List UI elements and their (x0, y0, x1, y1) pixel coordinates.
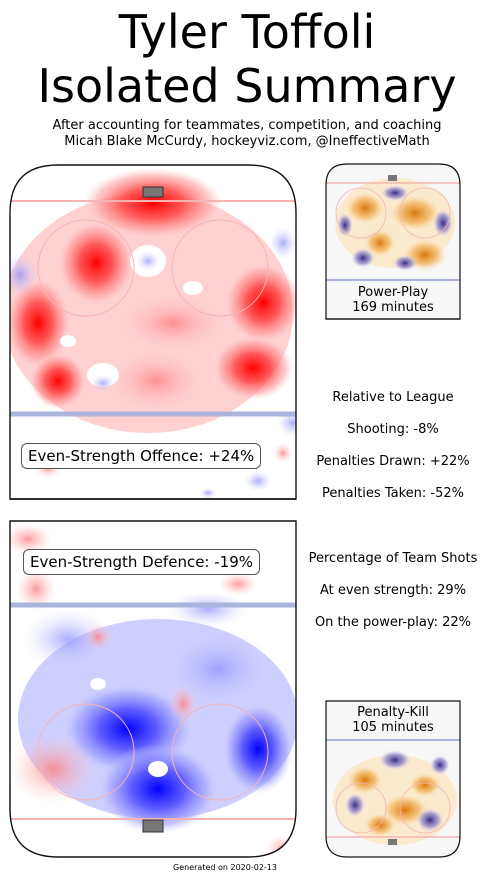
subtitle-line2: Micah Blake McCurdy, hockeyviz.com, @Ine… (64, 134, 430, 149)
penaltykill-label: Penalty-Kill (357, 705, 429, 720)
powerplay-label: Power-Play (357, 285, 429, 300)
offence-heatmap (9, 164, 297, 500)
offence-label: Even-Strength Offence: +24% (21, 443, 262, 469)
powerplay-heatmap (325, 163, 461, 320)
subtitle-line1: After accounting for teammates, competit… (52, 118, 442, 133)
penaltykill-heatmap (325, 700, 461, 858)
power-play-share: On the power-play: 22% (314, 615, 472, 630)
defence-label: Even-Strength Defence: -19% (23, 549, 261, 575)
penalties-taken-stat: Penalties Taken: -52% (322, 486, 464, 501)
page-title-line2: Isolated Summary (37, 59, 457, 113)
relative-heading: Relative to League (332, 390, 454, 405)
shooting-stat: Shooting: -8% (347, 422, 439, 437)
page-title-line1: Tyler Toffoli (118, 5, 376, 59)
powerplay-minutes: 169 minutes (352, 300, 434, 315)
even-strength-share: At even strength: 29% (319, 583, 467, 598)
penalties-drawn-stat: Penalties Drawn: +22% (316, 454, 470, 469)
penaltykill-minutes: 105 minutes (352, 720, 434, 735)
team-shots-heading: Percentage of Team Shots (308, 551, 478, 566)
defence-heatmap (9, 520, 297, 858)
generated-date: Generated on 2020-02-13 (173, 863, 277, 872)
